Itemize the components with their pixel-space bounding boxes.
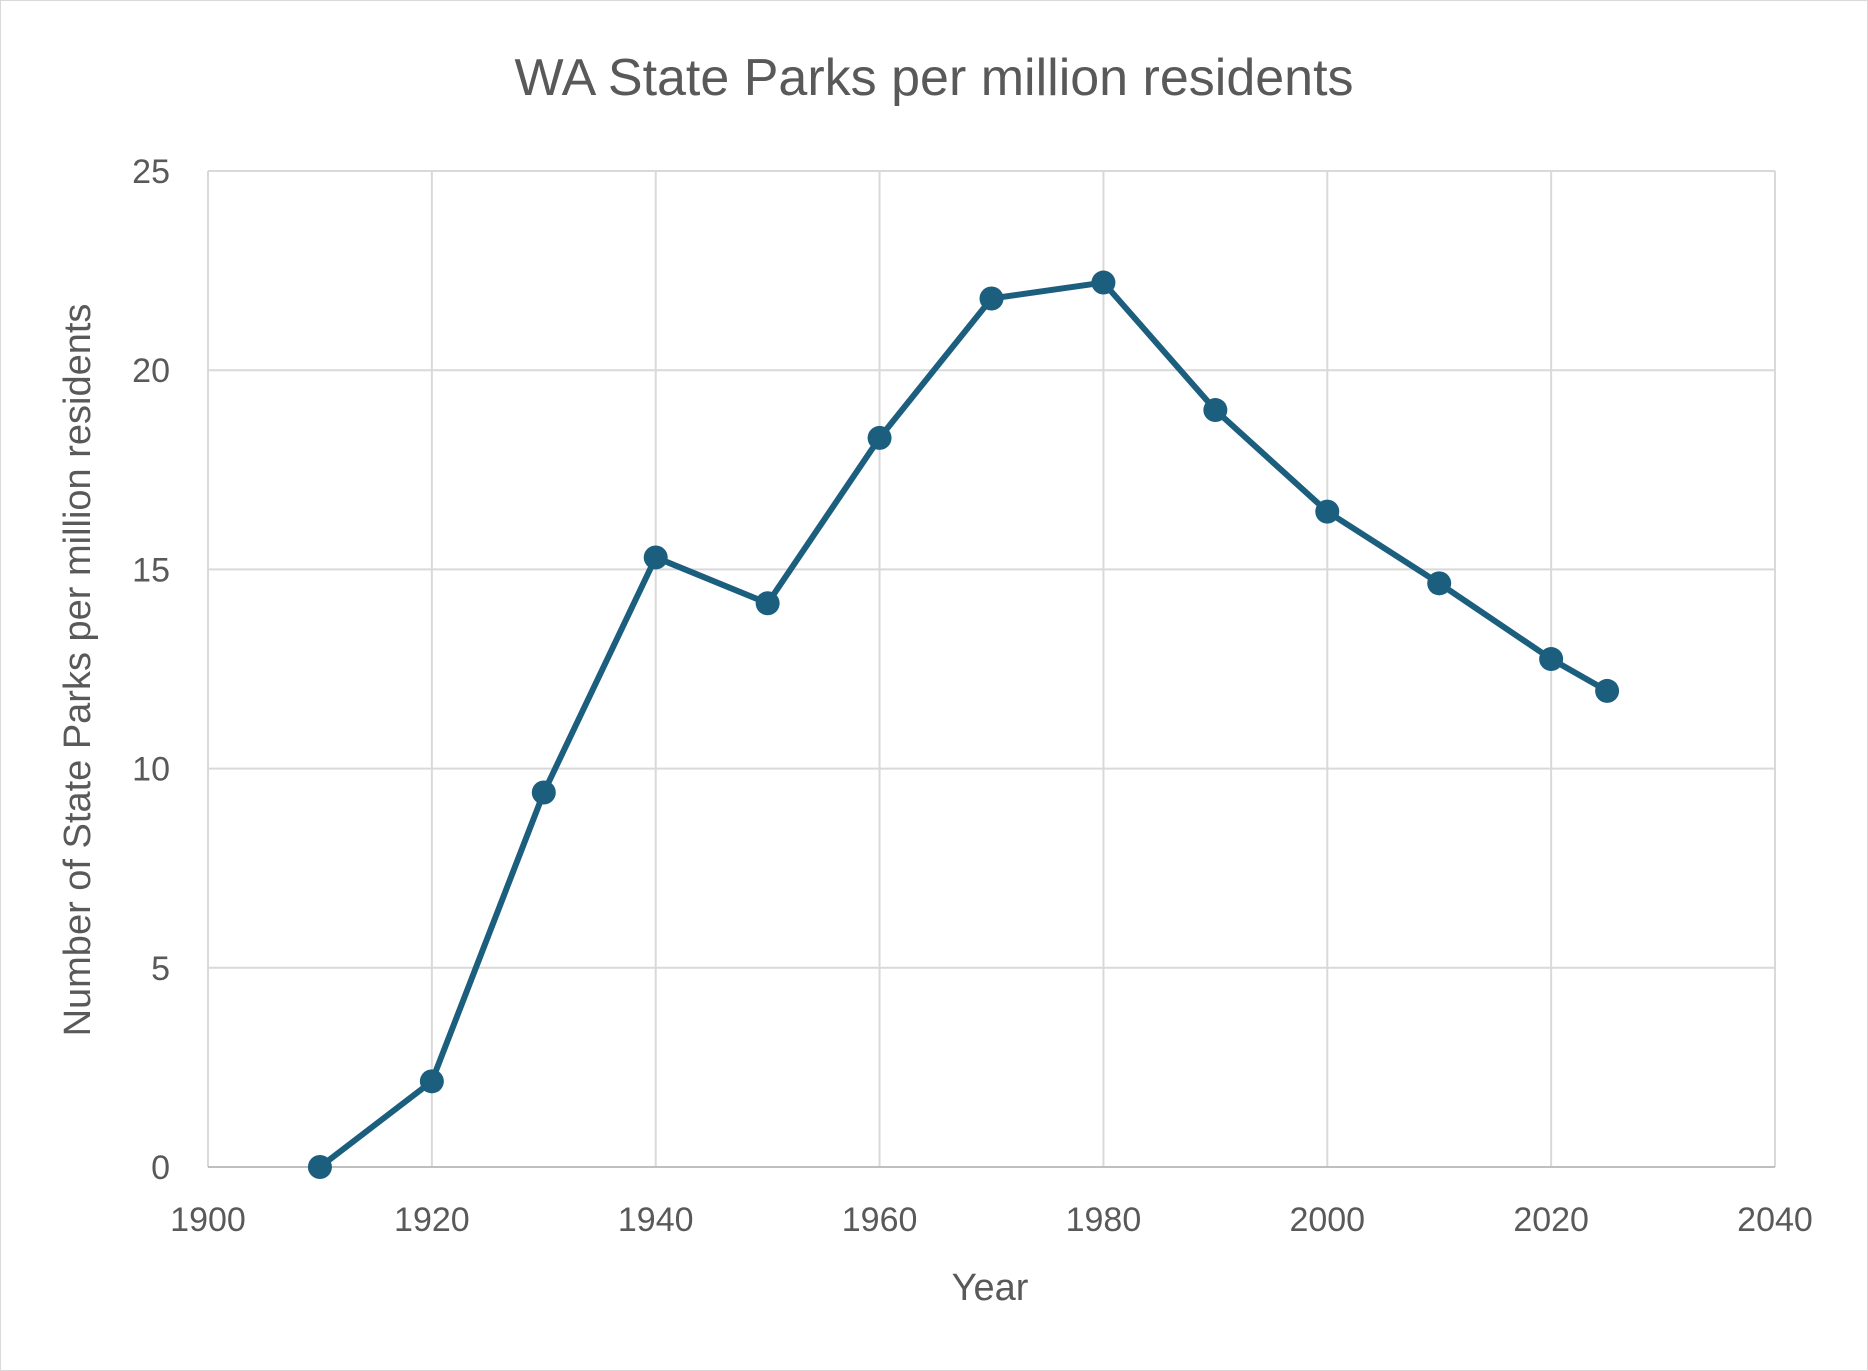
y-tick-label-15: 15 <box>132 551 170 589</box>
x-tick-label-1920: 1920 <box>394 1201 470 1239</box>
y-tick-label-5: 5 <box>151 950 170 988</box>
data-point-2000 <box>1315 499 1340 524</box>
data-point-1960 <box>867 425 892 450</box>
vertical-gridlines <box>207 171 1776 1167</box>
data-point-1940 <box>643 545 668 570</box>
series-line-0 <box>316 279 1611 1170</box>
y-tick-label-10: 10 <box>132 751 170 789</box>
y-axis-title: Number of State Parks per million reside… <box>57 304 99 1037</box>
x-tick-label-2040: 2040 <box>1737 1201 1813 1239</box>
y-axis-tick-labels: 0 5 10 15 20 25 <box>132 153 170 1187</box>
chart-title: WA State Parks per million residents <box>514 49 1353 107</box>
data-point-2020 <box>1539 647 1564 672</box>
data-point-1910 <box>307 1155 332 1179</box>
series-points <box>307 270 1620 1179</box>
x-tick-label-1960: 1960 <box>842 1201 918 1239</box>
series-lines <box>316 279 1611 1170</box>
horizontal-gridlines <box>208 170 1775 1168</box>
x-axis-title: Year <box>952 1267 1029 1309</box>
x-tick-label-1980: 1980 <box>1066 1201 1142 1239</box>
x-tick-label-1900: 1900 <box>170 1201 246 1239</box>
y-tick-label-25: 25 <box>132 153 170 191</box>
data-point-1980 <box>1091 270 1116 295</box>
data-point-1920 <box>419 1069 444 1094</box>
data-point-1990 <box>1203 398 1228 423</box>
data-point-1970 <box>979 286 1004 311</box>
x-axis-tick-labels: 1900 1920 1940 1960 1980 2000 2020 2040 <box>170 1201 1813 1239</box>
data-point-2010 <box>1427 571 1452 596</box>
y-tick-label-0: 0 <box>151 1149 170 1187</box>
x-tick-label-2020: 2020 <box>1513 1201 1589 1239</box>
x-tick-label-1940: 1940 <box>618 1201 694 1239</box>
data-point-1950 <box>755 591 780 616</box>
data-point-1930 <box>531 780 556 805</box>
data-point-2025 <box>1595 678 1620 703</box>
x-tick-label-2000: 2000 <box>1289 1201 1365 1239</box>
y-tick-label-20: 20 <box>132 352 170 390</box>
